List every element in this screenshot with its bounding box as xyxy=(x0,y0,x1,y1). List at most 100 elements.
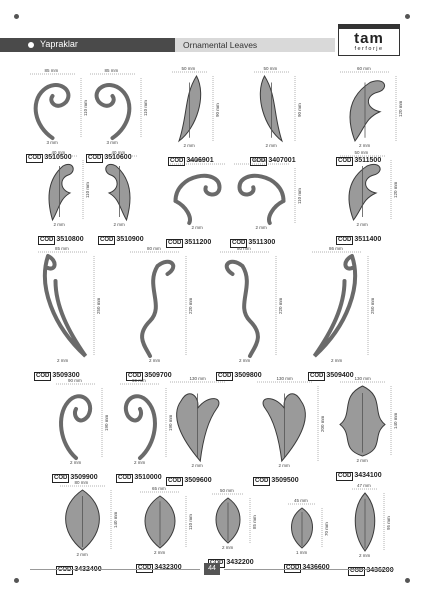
width-label: 50 mm xyxy=(354,150,369,155)
height-label: 110 mm xyxy=(297,187,302,204)
product-item: 50 mm 90 mm 2 mm xyxy=(252,66,307,155)
height-label: 90 mm xyxy=(297,102,302,117)
ornament-shape xyxy=(348,163,381,222)
product-item: 86 mm 250 mm 2 mm xyxy=(310,246,380,370)
thickness-label: 1 mm xyxy=(296,550,308,555)
header-bar: Yapraklar xyxy=(0,38,175,52)
code-number: 3509900 xyxy=(70,474,98,481)
ornament-leaf-image xyxy=(90,73,142,140)
width-label: 45 mm xyxy=(294,498,308,503)
ornament-leaf-image xyxy=(102,155,137,222)
code-badge: COD xyxy=(348,567,366,576)
height-label: 95 mm xyxy=(386,516,391,530)
thickness-label: 2 mm xyxy=(57,358,69,363)
product-item: 50 mm 120 mm 2 mm xyxy=(338,150,403,234)
width-label: 90 mm xyxy=(68,378,82,383)
footer-line-left xyxy=(30,569,200,570)
code-number: 3510800 xyxy=(56,236,84,243)
width-label: 95 mm xyxy=(253,158,268,163)
height-label: 110 mm xyxy=(143,100,148,116)
width-label: 80 mm xyxy=(74,480,89,485)
product-item: 65 mm 110 mm 2 mm xyxy=(138,486,198,562)
ornament-leaf-image xyxy=(288,503,323,549)
product-item: 90 mm 190 mm 2 mm xyxy=(54,378,114,472)
product-code: COD 3510500 xyxy=(26,154,72,163)
product-item: 130 mm 140 mm 2 mm xyxy=(338,376,403,470)
product-item: 80 mm 220 mm 2 mm xyxy=(128,246,198,370)
code-number: 3509600 xyxy=(184,477,212,484)
height-label: 220 mm xyxy=(278,297,283,314)
product-code: COD 3509400 xyxy=(308,372,354,381)
width-label: 130 mm xyxy=(189,376,206,381)
product-code: COD 3509600 xyxy=(166,477,212,486)
ornament-leaf-image xyxy=(120,383,167,460)
code-number: 3436600 xyxy=(302,564,330,571)
height-label: 250 mm xyxy=(96,297,101,314)
product-item: 130 mm 2 mm xyxy=(168,376,243,475)
height-label: 120 mm xyxy=(398,100,403,117)
width-label: 50 mm xyxy=(220,488,234,493)
ornament-shape xyxy=(94,83,132,140)
ornament-shape xyxy=(124,394,157,460)
width-label: 90 mm xyxy=(132,378,146,383)
height-label: 70 mm xyxy=(324,522,329,536)
thickness-label: 2 mm xyxy=(191,225,203,230)
product-code: COD 3434100 xyxy=(336,472,382,481)
product-code: COD 3407001 xyxy=(250,157,296,166)
corner-dot-tl xyxy=(14,14,19,19)
ornament-leaf-image xyxy=(254,71,296,143)
height-label: 190 mm xyxy=(104,414,109,431)
code-badge: COD xyxy=(168,157,186,166)
product-code: COD 3509500 xyxy=(253,477,299,486)
code-badge: COD xyxy=(56,566,74,575)
thickness-label: 3 mm xyxy=(106,140,118,145)
code-number: 3510600 xyxy=(104,154,132,161)
width-label: 86 mm xyxy=(329,246,343,251)
ornament-leaf-image xyxy=(140,491,187,549)
ornament-shape xyxy=(312,254,358,358)
product-item: 80 mm 220 mm 2 mm xyxy=(218,246,288,370)
thickness-label: 2 mm xyxy=(265,143,277,148)
ornament-leaf-image xyxy=(257,381,319,463)
height-label: 140 mm xyxy=(393,412,398,429)
code-number: 3407001 xyxy=(268,157,296,164)
ornament-leaf-image xyxy=(30,73,82,140)
code-badge: COD xyxy=(336,236,354,245)
product-code: COD 3406901 xyxy=(168,157,214,166)
ornament-leaf-image xyxy=(340,71,397,143)
height-label: 140 mm xyxy=(113,511,118,528)
product-item: 45 mm 70 mm 1 mm xyxy=(286,498,334,562)
width-label: 85 mm xyxy=(55,246,69,251)
ornament-shape xyxy=(42,254,88,358)
thickness-label: 2 mm xyxy=(278,463,290,468)
brand-logo: tam ferforje xyxy=(338,24,400,56)
thickness-label: 2 mm xyxy=(154,550,166,555)
product-item: 95 mm 2 mm xyxy=(168,158,243,237)
ornament-shape xyxy=(48,163,74,222)
corner-dot-tr xyxy=(405,14,410,19)
code-badge: COD xyxy=(136,564,154,573)
width-label: 130 mm xyxy=(276,376,293,381)
code-number: 3509400 xyxy=(326,372,354,379)
code-badge: COD xyxy=(216,372,234,381)
thickness-label: 2 mm xyxy=(70,460,82,465)
thickness-label: 2 mm xyxy=(76,552,88,557)
product-item: 85 mm 250 mm 2 mm xyxy=(36,246,106,370)
ornament-leaf-image xyxy=(339,381,392,457)
code-badge: COD xyxy=(230,239,248,248)
ornament-shape xyxy=(105,163,131,222)
ornament-shape xyxy=(224,259,260,358)
code-number: 3509700 xyxy=(144,372,172,379)
product-item: 47 mm 95 mm 2 mm xyxy=(350,483,396,565)
product-item: 130 mm 200 mm 2 mm xyxy=(255,376,330,475)
ornament-shape xyxy=(173,173,222,225)
code-badge: COD xyxy=(38,236,56,245)
code-badge: COD xyxy=(166,239,184,248)
header-right-bar: Ornamental Leaves xyxy=(175,38,335,52)
width-label: 130 mm xyxy=(354,376,371,381)
product-code: COD 3432300 xyxy=(136,564,182,573)
height-label: 90 mm xyxy=(215,102,220,117)
thickness-label: 2 mm xyxy=(359,553,371,558)
product-code: COD 3511400 xyxy=(336,236,381,245)
ornament-leaf-image xyxy=(170,381,225,463)
